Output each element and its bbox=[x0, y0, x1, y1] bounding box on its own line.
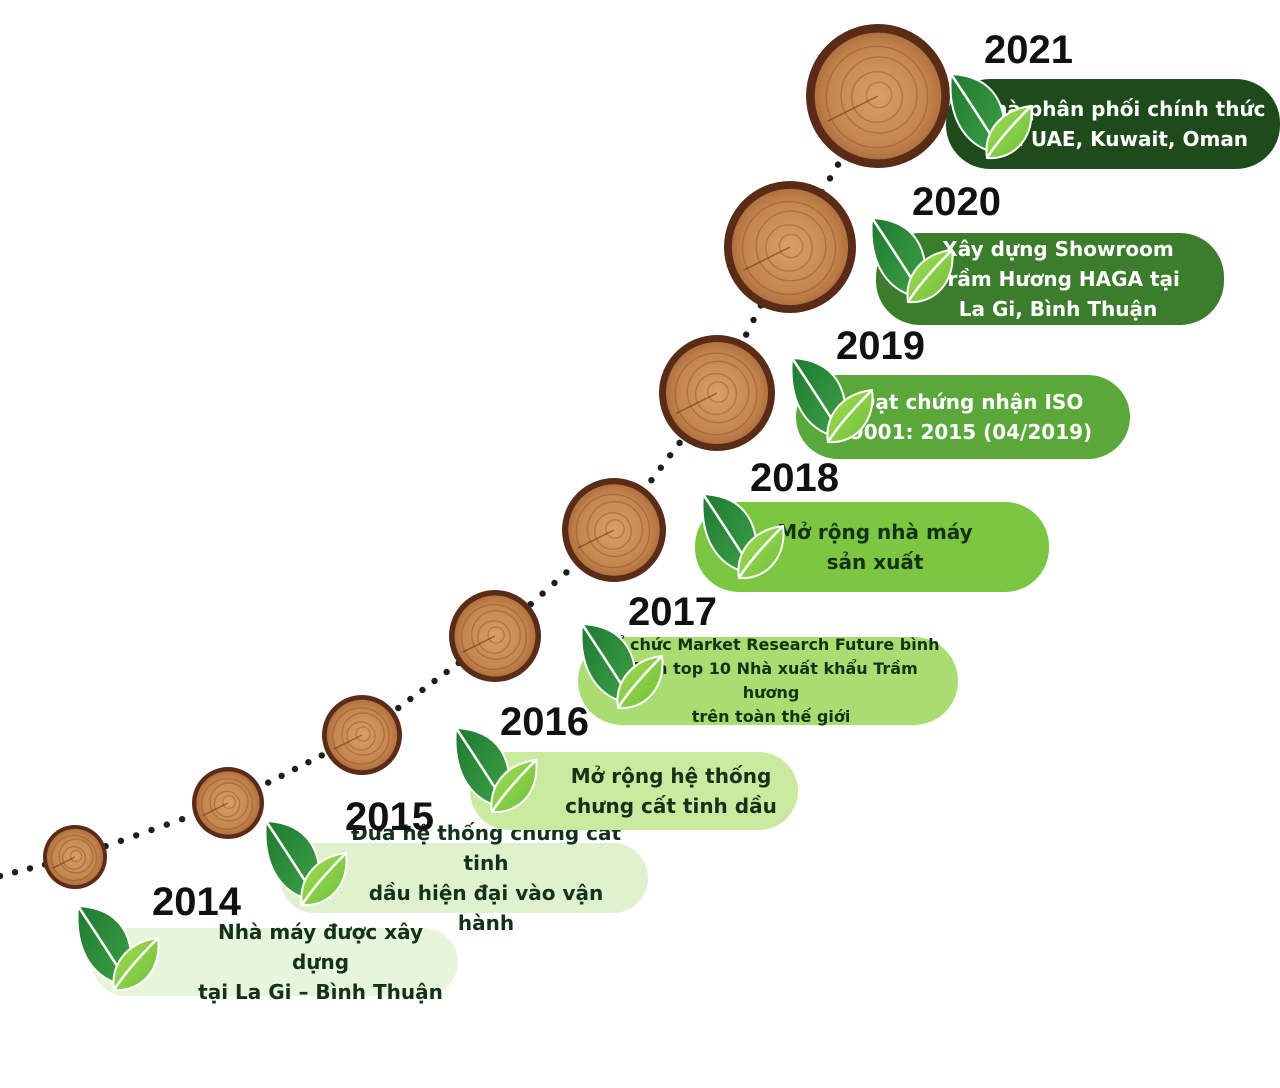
milestone-pill-2017: Tổ chức Market Research Future bình chọn… bbox=[578, 635, 958, 726]
leaf-icon bbox=[72, 900, 168, 996]
path-dot bbox=[163, 821, 170, 828]
tree-stumps bbox=[43, 24, 950, 889]
path-dot bbox=[0, 872, 4, 880]
path-dot bbox=[431, 677, 438, 685]
path-dot bbox=[305, 759, 312, 766]
milestone-pill-2020: Xây dựng Showroom Trầm Hương HAGA tại La… bbox=[876, 233, 1224, 325]
milestone-year: 2016 bbox=[500, 700, 589, 744]
path-dot bbox=[11, 869, 19, 876]
milestone-year: 2019 bbox=[836, 324, 925, 368]
tree-stump bbox=[322, 695, 402, 775]
tree-stump bbox=[562, 478, 666, 582]
path-dot bbox=[278, 772, 285, 779]
leaf-icon bbox=[450, 722, 546, 818]
leaf-icon bbox=[576, 618, 672, 714]
milestone-text: Mở rộng nhà máy sản xuất bbox=[777, 520, 973, 574]
path-dot bbox=[563, 569, 570, 576]
milestone-text: Tổ chức Market Research Future bình chọn… bbox=[603, 635, 940, 726]
milestone-year: 2020 bbox=[912, 180, 1001, 224]
path-dot bbox=[133, 832, 140, 839]
milestone-text: Mở rộng hệ thống chưng cất tinh dầu bbox=[565, 764, 777, 818]
milestone-text: Xây dựng Showroom Trầm Hương HAGA tại La… bbox=[936, 237, 1180, 321]
milestone-pill-2019: Đạt chứng nhận ISO 9001: 2015 (04/2019) bbox=[796, 375, 1130, 459]
milestone-year: 2021 bbox=[984, 28, 1073, 72]
path-dot bbox=[750, 316, 757, 324]
milestone-year: 2017 bbox=[628, 590, 717, 634]
tree-stump bbox=[449, 590, 541, 682]
path-dot bbox=[178, 816, 186, 823]
path-dot bbox=[395, 704, 402, 712]
path-dot bbox=[318, 752, 325, 759]
path-dot bbox=[419, 686, 426, 694]
milestone-text: Đạt chứng nhận ISO 9001: 2015 (04/2019) bbox=[849, 390, 1093, 444]
tree-stump bbox=[724, 181, 856, 313]
path-dot bbox=[666, 452, 674, 459]
path-dot bbox=[407, 695, 414, 703]
path-dot bbox=[148, 826, 155, 834]
milestone-year: 2014 bbox=[152, 880, 241, 924]
leaf-icon bbox=[260, 815, 356, 911]
path-dot bbox=[26, 865, 34, 872]
leaf-icon bbox=[866, 212, 962, 308]
path-dot bbox=[676, 439, 683, 447]
tree-stump bbox=[43, 825, 107, 889]
path-dot bbox=[826, 175, 834, 182]
milestone-text: Nhà máy được xây dựng tại La Gi – Bình T… bbox=[198, 920, 443, 1004]
path-dot bbox=[117, 837, 125, 844]
path-dot bbox=[743, 331, 750, 338]
tree-stump bbox=[806, 24, 950, 168]
tree-stump bbox=[192, 767, 264, 839]
path-dot bbox=[551, 579, 558, 587]
leaf-icon bbox=[697, 488, 793, 584]
path-dot bbox=[648, 476, 655, 484]
path-dot bbox=[291, 765, 299, 773]
path-dot bbox=[539, 590, 546, 597]
path-dot bbox=[443, 668, 450, 676]
leaf-icon bbox=[945, 68, 1041, 164]
path-dot bbox=[657, 464, 665, 471]
path-dot bbox=[834, 161, 842, 168]
milestone-pill-2015: Đưa hệ thống chưng cất tinh dầu hiện đại… bbox=[280, 821, 648, 935]
leaf-icon bbox=[786, 352, 882, 448]
tree-stump bbox=[659, 335, 775, 451]
milestone-year: 2018 bbox=[750, 456, 839, 500]
milestone-year: 2015 bbox=[345, 795, 434, 839]
path-dot bbox=[265, 779, 272, 786]
